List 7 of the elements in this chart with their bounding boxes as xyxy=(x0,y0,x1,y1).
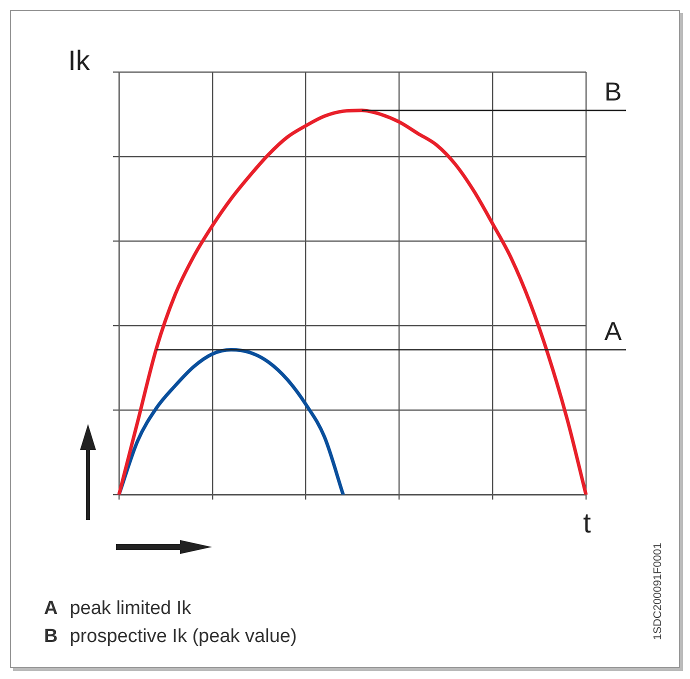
x-axis-title: t xyxy=(583,508,592,539)
ref-line-label: A xyxy=(604,316,622,346)
text: 1SDC200091F0001 xyxy=(652,542,664,640)
text: A peak limited Ik xyxy=(44,598,192,620)
text: B prospective Ik (peak value) xyxy=(44,626,297,648)
ref-line-label: B xyxy=(604,76,622,107)
y-axis-title: Ik xyxy=(68,45,91,76)
